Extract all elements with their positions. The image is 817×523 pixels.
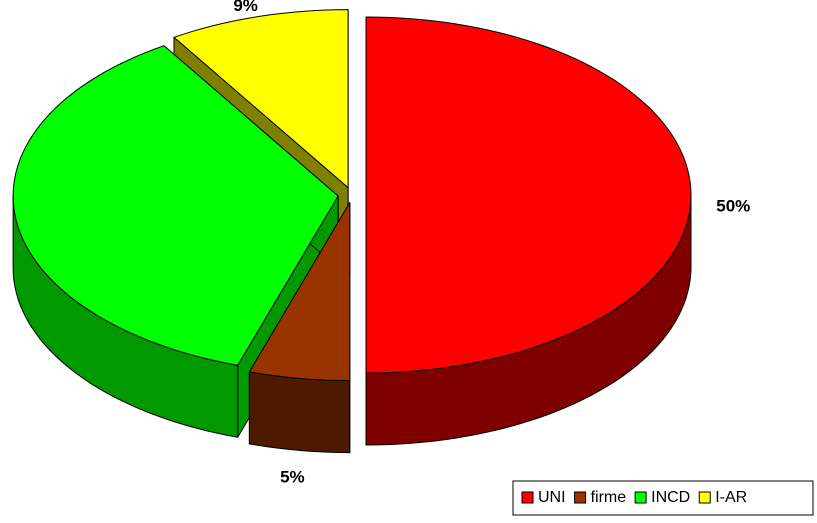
slice — [12, 45, 339, 366]
legend-swatch — [634, 491, 647, 504]
slice — [248, 202, 351, 382]
legend-swatch — [521, 491, 534, 504]
labels: 50%5%36%9% — [233, 0, 750, 487]
data-label: 9% — [233, 0, 258, 15]
legend-box — [512, 480, 814, 516]
slice-outer-side — [248, 371, 351, 454]
pie — [12, 9, 692, 454]
legend: UNI firme INCD I-AR — [512, 480, 814, 516]
legend-label: firme — [591, 489, 627, 506]
data-label: 5% — [280, 468, 305, 487]
legend-swatch — [574, 491, 587, 504]
legend-label: UNI — [538, 489, 566, 506]
slice — [173, 9, 349, 189]
legend-swatch — [698, 491, 711, 504]
slice — [365, 16, 692, 374]
legend-label: INCD — [651, 489, 690, 506]
legend-label: I-AR — [715, 489, 747, 506]
data-label: 50% — [716, 196, 750, 215]
